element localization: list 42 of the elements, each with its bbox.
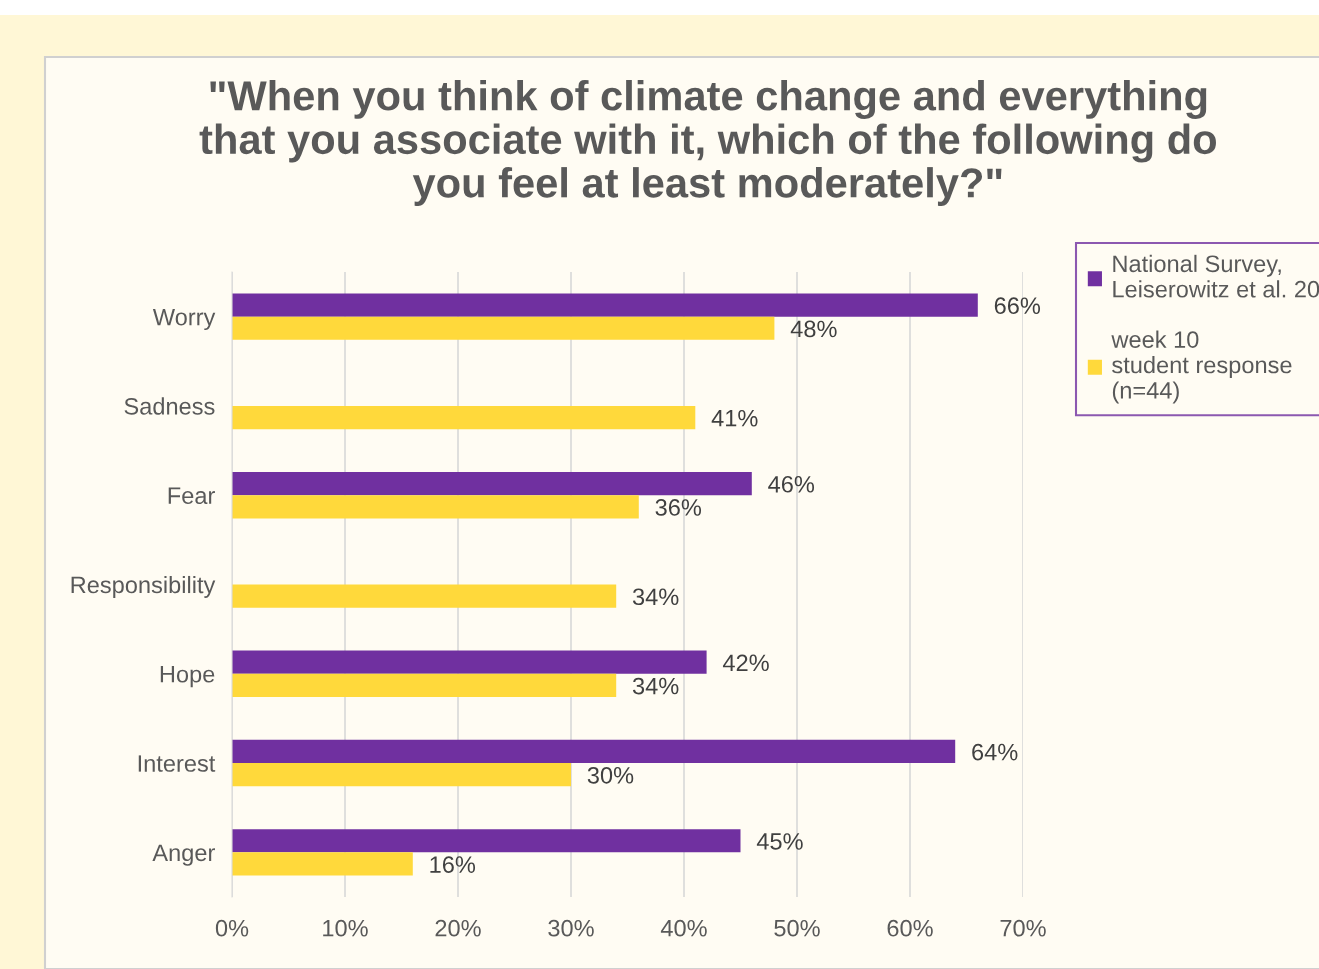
x-tick-label: 10% [323,919,368,937]
bar [232,472,752,496]
x-tick-label: 50% [774,919,820,937]
bar [232,852,413,876]
x-tick-label: 20% [435,919,481,937]
y-tick-label: Responsibility [71,575,216,598]
x-tick-label: 70% [1000,919,1046,937]
data-label: 30% [587,766,634,784]
bar [232,763,571,787]
y-tick-label: Worry [152,308,216,331]
x-tick-label: 0% [215,919,249,937]
y-tick-label: Hope [160,666,215,688]
data-label: 64% [972,743,1018,761]
bar [232,650,707,674]
bar [232,316,775,340]
data-label: 36% [655,499,702,516]
bar [232,739,956,764]
data-label: 34% [632,677,679,695]
bar [232,405,696,430]
data-label: 42% [722,654,769,672]
y-tick-label: Fear [168,487,215,504]
data-label: 46% [768,475,815,493]
legend-label: National Survey, Leiserowitz et al. 20 [1113,254,1319,298]
data-label: 45% [756,833,803,850]
data-label: 48% [790,320,837,338]
y-tick-label: Sadness [124,397,215,415]
bar [232,673,617,697]
x-tick-label: 40% [660,919,707,937]
x-tick-label: 30% [548,919,594,937]
bar [232,584,617,608]
legend-label: week 10 student response (n=44) [1111,330,1292,404]
bar [232,293,978,317]
data-label: 34% [632,588,679,606]
bar [232,829,741,853]
bar [232,495,639,519]
data-label: 41% [711,409,758,427]
y-tick-label: Interest [138,755,216,772]
data-label: 16% [430,856,476,873]
data-label: 66% [994,297,1041,315]
chart-title: "When you think of climate change and everything that you associate with it, which of the following do you feel at least moderately?" [199,80,1216,206]
x-tick-label: 60% [887,919,933,937]
y-tick-label: Anger [152,844,215,866]
